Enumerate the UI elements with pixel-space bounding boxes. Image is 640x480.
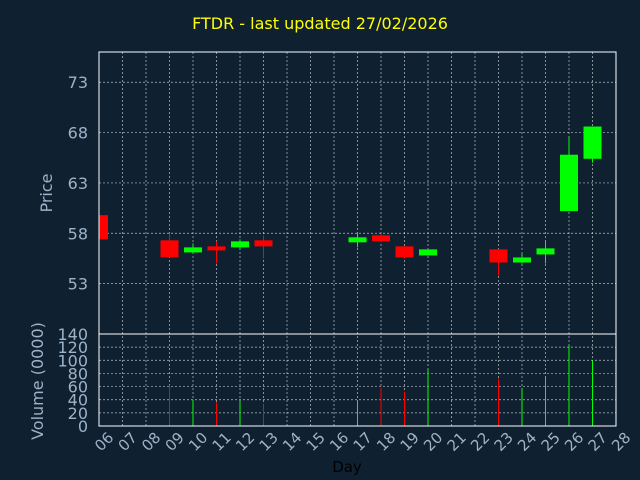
volume-tick-label: 120	[57, 338, 88, 357]
day-tick-label: 23	[491, 429, 517, 455]
candle-body-25	[536, 248, 555, 255]
day-tick-label: 19	[397, 429, 423, 455]
day-tick-label: 10	[185, 429, 211, 455]
candle-body-18	[372, 235, 390, 242]
day-tick-label: 22	[467, 429, 493, 455]
day-tick-label: 06	[91, 429, 117, 455]
day-tick-label: 11	[209, 429, 235, 455]
volume-tick-label: 20	[68, 404, 88, 423]
day-tick-label: 13	[256, 429, 282, 455]
day-tick-label: 12	[232, 429, 258, 455]
day-tick-label: 24	[514, 429, 540, 455]
candle-body-09	[160, 240, 179, 258]
candle-body-11	[207, 246, 226, 251]
day-tick-label: 15	[303, 429, 329, 455]
volume-tick-label: 80	[68, 364, 88, 383]
day-tick-label: 20	[420, 429, 446, 455]
candle-body-13	[254, 240, 273, 247]
candle-body-10	[184, 247, 202, 253]
candle-body-12	[231, 241, 249, 248]
day-tick-label: 26	[561, 429, 587, 455]
day-tick-label: 09	[162, 429, 188, 455]
volume-tick-label: 100	[57, 351, 88, 370]
day-tick-label: 27	[585, 429, 611, 455]
price-tick-label: 58	[68, 224, 88, 243]
price-tick-label: 73	[68, 73, 88, 92]
volume-tick-label: 140	[57, 325, 88, 344]
price-axis-label: Price	[37, 173, 56, 212]
day-tick-label: 25	[538, 429, 564, 455]
price-tick-label: 68	[68, 124, 88, 143]
day-tick-label: 17	[350, 429, 376, 455]
day-tick-label: 07	[115, 429, 141, 455]
candle-body-24	[513, 257, 531, 263]
chart-title: FTDR - last updated 27/02/2026	[192, 14, 448, 33]
candle-body-27	[583, 126, 602, 159]
volume-axis-label: Volume (0000)	[28, 322, 47, 440]
candle-body-23	[489, 249, 508, 263]
day-tick-label: 08	[138, 429, 164, 455]
day-tick-label: 28	[608, 429, 634, 455]
day-tick-label: 16	[326, 429, 352, 455]
day-tick-label: 21	[444, 429, 470, 455]
volume-tick-label: 60	[68, 378, 88, 397]
volume-tick-label: 40	[68, 391, 88, 410]
day-tick-label: 18	[373, 429, 399, 455]
volume-tick-label: 0	[78, 417, 88, 436]
candle-body-26	[560, 154, 578, 212]
candle-body-19	[395, 246, 414, 258]
volume-panel-frame	[98, 333, 617, 427]
candle-body-06	[99, 215, 108, 240]
candle-body-17	[348, 237, 367, 243]
price-tick-label: 63	[68, 174, 88, 193]
candle-body-20	[419, 249, 437, 256]
day-tick-label: 14	[279, 429, 305, 455]
x-axis-label: Day	[332, 458, 362, 476]
price-tick-label: 53	[68, 275, 88, 294]
